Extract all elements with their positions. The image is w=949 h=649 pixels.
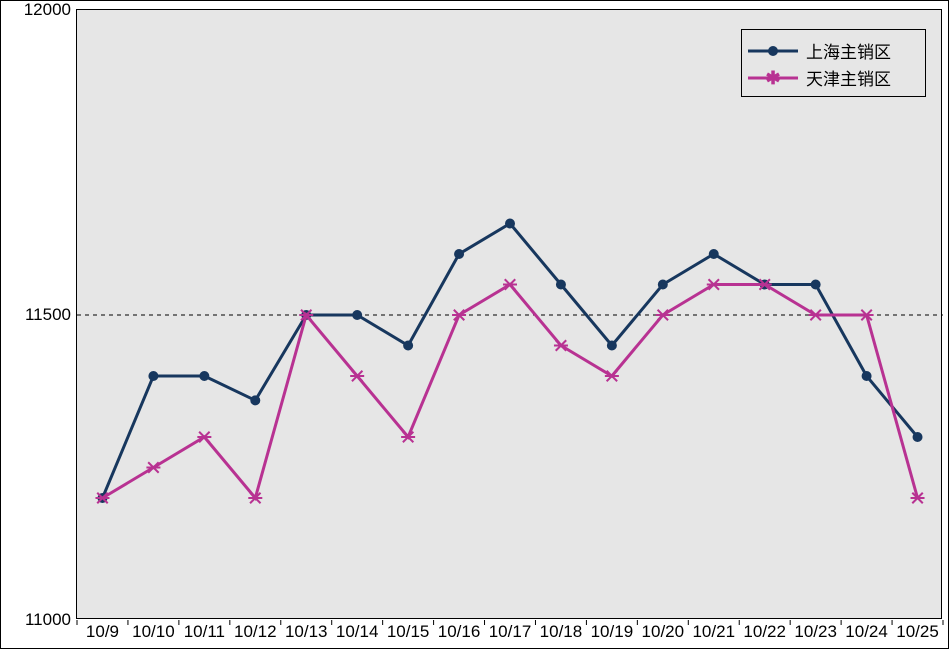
x-tick-label: 10/16 [438,618,481,642]
series-marker [403,341,413,351]
series-marker [352,310,362,320]
x-tick-label: 10/11 [184,618,225,642]
series-marker [454,249,464,259]
y-tick-label: 11000 [25,610,77,630]
series-marker [199,371,209,381]
legend-item: 上海主销区 [748,38,919,63]
series-marker [503,279,517,290]
x-tick-label: 10/20 [642,618,685,642]
legend-swatch [748,41,798,61]
x-tick-label: 10/19 [591,618,634,642]
x-tick-label: 10/12 [234,618,277,642]
legend-item: ✱ 天津主销区 [748,65,919,90]
x-tick-label: 10/17 [489,618,532,642]
x-tick-label: 10/21 [692,618,735,642]
series-marker [809,310,823,321]
x-tick-label: 10/22 [743,618,786,642]
legend-swatch: ✱ [748,68,798,88]
x-tick-label: 10/10 [132,618,175,642]
series-marker [554,340,568,351]
series-marker [862,371,872,381]
chart-svg [77,10,943,620]
series-line-1 [102,285,917,499]
y-tick-label: 11500 [25,305,77,325]
x-tick-label: 10/15 [387,618,430,642]
series-marker [658,280,668,290]
series-marker [607,341,617,351]
series-marker [146,462,160,473]
legend-label: 上海主销区 [806,38,891,63]
series-line-0 [102,224,917,499]
series-marker [197,432,211,443]
series-marker [707,279,721,290]
series-marker [556,280,566,290]
legend-label: 天津主销区 [806,65,891,90]
series-marker [811,280,821,290]
x-tick-label: 10/9 [86,618,119,642]
x-tick-label: 10/25 [896,618,939,642]
legend: 上海主销区 ✱ 天津主销区 [741,29,926,97]
x-tick-label: 10/14 [336,618,379,642]
series-marker [605,371,619,382]
series-marker [250,395,260,405]
series-marker [709,249,719,259]
series-marker [350,371,364,382]
series-marker [505,219,515,229]
series-marker [913,432,923,442]
line-chart: 11000 11500 12000 10/9 10/10 10/11 10/12 10/13 1… [0,0,949,649]
series-marker [656,310,670,321]
y-tick-label: 12000 [24,0,77,20]
x-tick-label: 10/18 [540,618,583,642]
x-tick-label: 10/23 [794,618,837,642]
x-tick-label: 10/13 [285,618,328,642]
plot-area: 11000115001200010/910/1010/1110/1210/131… [76,9,942,619]
series-marker [148,371,158,381]
x-tick-label: 10/24 [845,618,888,642]
